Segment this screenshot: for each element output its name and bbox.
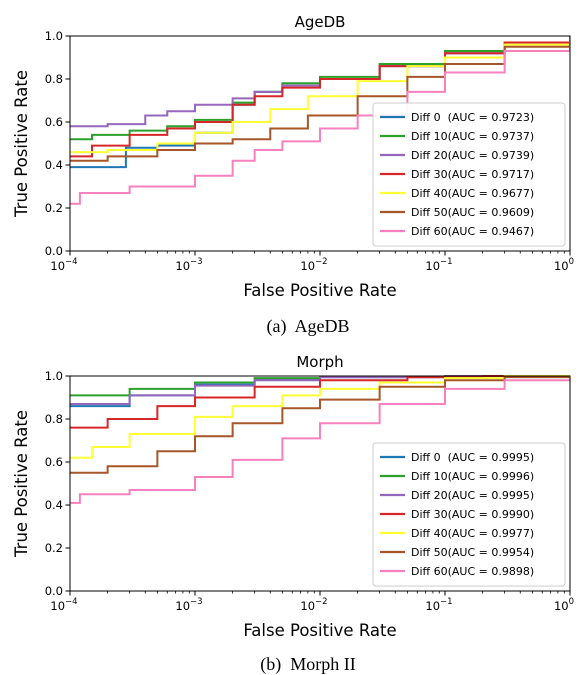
x-tick-base: 10 <box>554 259 569 273</box>
x-tick-exponent: −4 <box>65 257 78 267</box>
x-tick-exponent: −3 <box>190 597 203 607</box>
x-tick-label: 10−4 <box>50 597 77 613</box>
x-tick-base: 10 <box>175 259 190 273</box>
x-tick-base: 10 <box>554 599 569 613</box>
x-tick-label: 100 <box>554 257 574 273</box>
y-tick-label: 0.2 <box>45 541 63 555</box>
legend-entry-2: Diff 20(AUC = 0.9739) <box>411 149 534 162</box>
x-tick-base: 10 <box>425 259 440 273</box>
legend-entry-3: Diff 30(AUC = 0.9717) <box>411 168 534 181</box>
y-tick-label: 0.6 <box>45 115 63 129</box>
x-tick-base: 10 <box>300 599 315 613</box>
y-tick-label: 0.4 <box>45 158 63 172</box>
legend-entry-0: Diff 0 (AUC = 0.9723) <box>411 111 534 124</box>
y-tick-label: 0.2 <box>45 201 63 215</box>
y-tick-label: 0.0 <box>45 244 63 258</box>
x-tick-exponent: −2 <box>315 597 328 607</box>
x-axis-label: False Positive Rate <box>243 281 396 300</box>
x-tick-exponent: 0 <box>569 597 574 607</box>
x-axis-label: False Positive Rate <box>243 621 396 640</box>
legend-entry-6: Diff 60(AUC = 0.9898) <box>411 565 534 578</box>
y-tick-label: 0.0 <box>45 584 63 598</box>
x-tick-exponent: −1 <box>440 597 453 607</box>
y-tick-label: 1.0 <box>45 369 63 383</box>
chart-panel-1: 10−4 10−3 10−2 10−1 1000.00.20.40.60.81.0Mor… <box>12 353 574 675</box>
y-tick-label: 0.8 <box>45 412 63 426</box>
y-tick-label: 0.8 <box>45 72 63 86</box>
x-tick-exponent: −1 <box>440 257 453 267</box>
x-tick-base: 10 <box>50 599 65 613</box>
x-tick-label: 100 <box>554 597 574 613</box>
chart-panel-0: 10−4 10−3 10−2 10−1 1000.00.20.40.60.81.0Age… <box>12 13 574 337</box>
x-tick-base: 10 <box>175 599 190 613</box>
legend-entry-4: Diff 40(AUC = 0.9677) <box>411 187 534 200</box>
legend-entry-4: Diff 40(AUC = 0.9977) <box>411 527 534 540</box>
figure-caption: (b) Morph II <box>260 654 355 675</box>
x-tick-label: 10−1 <box>425 597 452 613</box>
x-tick-exponent: −3 <box>190 257 203 267</box>
legend-entry-2: Diff 20(AUC = 0.9995) <box>411 489 534 502</box>
legend-entry-5: Diff 50(AUC = 0.9609) <box>411 206 534 219</box>
y-tick-label: 1.0 <box>45 29 63 43</box>
x-tick-label: 10−4 <box>50 257 77 273</box>
x-tick-label: 10−1 <box>425 257 452 273</box>
legend: Diff 0 (AUC = 0.9723) Diff 10(AUC = 0.973… <box>373 103 565 246</box>
chart-title: Morph <box>296 353 343 371</box>
y-tick-label: 0.4 <box>45 498 63 512</box>
legend-entry-5: Diff 50(AUC = 0.9954) <box>411 546 534 559</box>
legend: Diff 0 (AUC = 0.9995) Diff 10(AUC = 0.999… <box>373 443 565 586</box>
chart-title: AgeDB <box>295 13 346 31</box>
x-tick-label: 10−2 <box>300 257 327 273</box>
x-tick-base: 10 <box>50 259 65 273</box>
y-axis-label: True Positive Rate <box>12 70 31 218</box>
x-tick-label: 10−3 <box>175 257 202 273</box>
legend-entry-1: Diff 10(AUC = 0.9996) <box>411 470 534 483</box>
legend-entry-1: Diff 10(AUC = 0.9737) <box>411 130 534 143</box>
legend-entry-0: Diff 0 (AUC = 0.9995) <box>411 451 534 464</box>
y-axis-label: True Positive Rate <box>12 410 31 558</box>
figure-caption: (a) AgeDB <box>267 316 350 337</box>
x-tick-exponent: −2 <box>315 257 328 267</box>
legend-entry-6: Diff 60(AUC = 0.9467) <box>411 225 534 238</box>
x-tick-exponent: 0 <box>569 257 574 267</box>
x-tick-exponent: −4 <box>65 597 78 607</box>
legend-entry-3: Diff 30(AUC = 0.9990) <box>411 508 534 521</box>
x-tick-base: 10 <box>425 599 440 613</box>
x-tick-base: 10 <box>300 259 315 273</box>
x-tick-label: 10−3 <box>175 597 202 613</box>
x-tick-label: 10−2 <box>300 597 327 613</box>
y-tick-label: 0.6 <box>45 455 63 469</box>
